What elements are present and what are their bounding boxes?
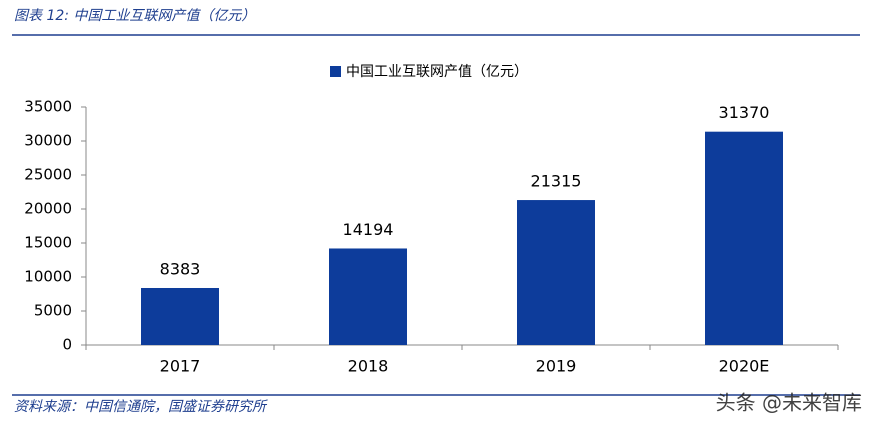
data-label: 21315 — [531, 172, 582, 191]
bar — [141, 287, 219, 345]
bar — [517, 200, 595, 345]
chart-title: 图表 12: 中国工业互联网产值（亿元） — [14, 8, 255, 24]
y-tick-label: 0 — [62, 336, 72, 354]
x-tick-label: 2018 — [348, 357, 389, 376]
data-label: 31370 — [719, 103, 770, 122]
bar — [705, 131, 783, 345]
watermark: 头条 @未来智库 — [716, 391, 862, 415]
y-tick-label: 30000 — [24, 132, 72, 150]
y-tick-label: 20000 — [24, 200, 72, 218]
source: 资料来源：中国信通院，国盛证券研究所 — [14, 399, 268, 415]
y-tick-label: 15000 — [24, 234, 72, 252]
y-tick-label: 35000 — [24, 98, 72, 116]
data-label: 8383 — [160, 259, 201, 278]
x-tick-label: 2017 — [160, 357, 201, 376]
y-tick-label: 25000 — [24, 166, 72, 184]
legend-label: 中国工业互联网产值（亿元） — [346, 64, 528, 80]
y-tick-label: 5000 — [34, 302, 72, 320]
legend-swatch — [330, 66, 341, 77]
x-tick-label: 2019 — [536, 357, 577, 376]
y-tick-label: 10000 — [24, 268, 72, 286]
x-tick-label: 2020E — [719, 357, 770, 376]
bar — [329, 248, 407, 345]
data-label: 14194 — [343, 220, 394, 239]
